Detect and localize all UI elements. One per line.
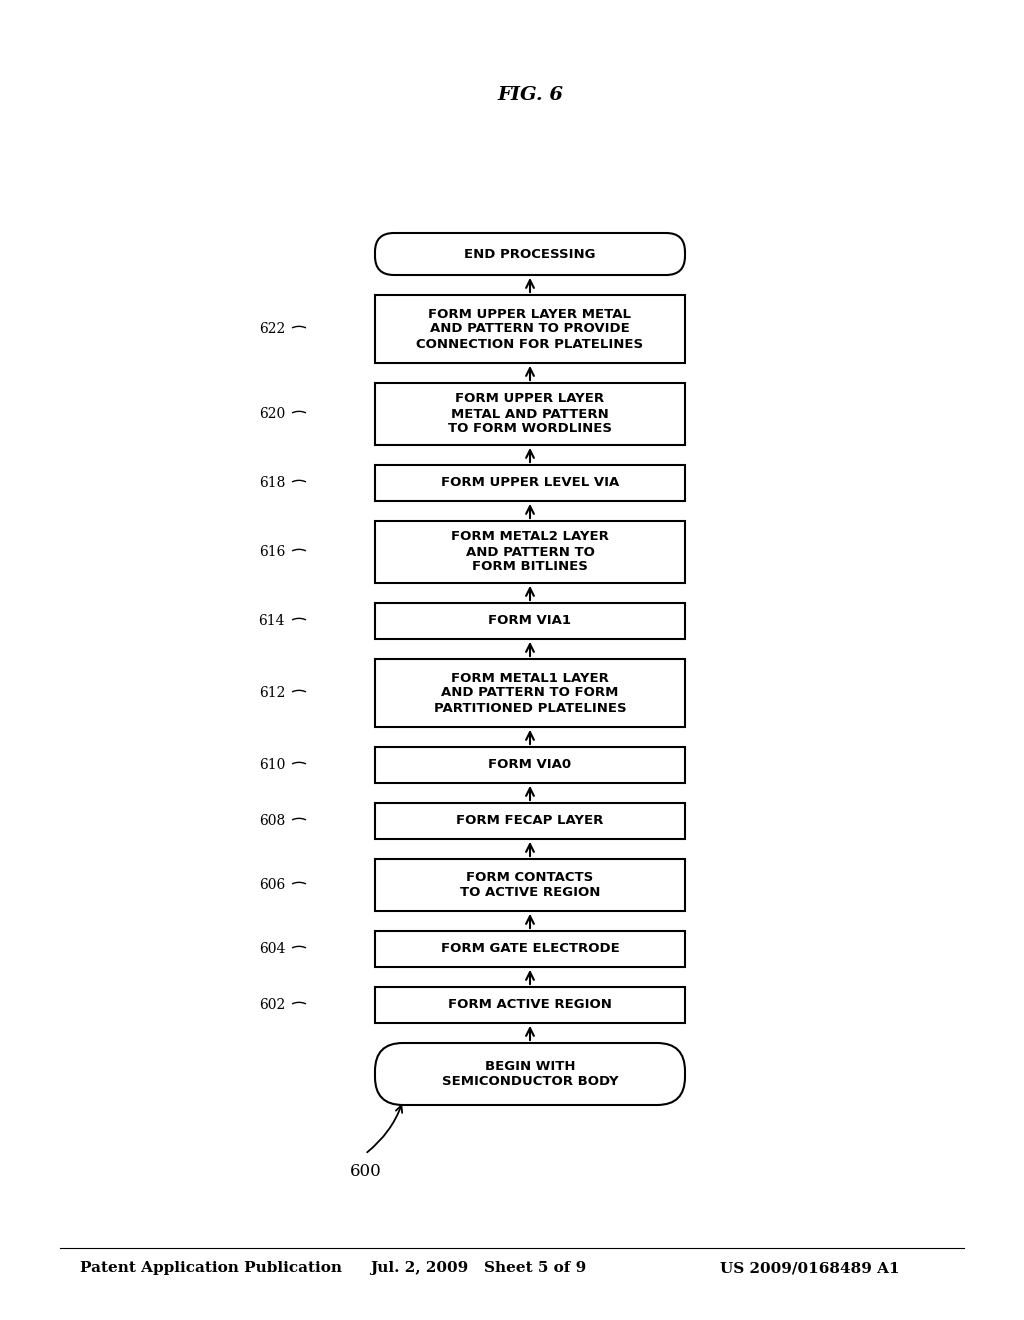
Text: FORM UPPER LAYER
METAL AND PATTERN
TO FORM WORDLINES: FORM UPPER LAYER METAL AND PATTERN TO FO… [449,392,612,436]
Text: FIG. 6: FIG. 6 [497,86,563,104]
Text: END PROCESSING: END PROCESSING [464,248,596,260]
Bar [375,931,685,968]
Bar [375,465,685,502]
Text: FORM ACTIVE REGION: FORM ACTIVE REGION [449,998,612,1011]
Text: FORM VIA1: FORM VIA1 [488,615,571,627]
Text: FORM UPPER LEVEL VIA: FORM UPPER LEVEL VIA [441,477,620,490]
Bar [375,383,685,445]
Text: 620: 620 [259,407,285,421]
Text: FORM CONTACTS
TO ACTIVE REGION: FORM CONTACTS TO ACTIVE REGION [460,871,600,899]
Text: FORM FECAP LAYER: FORM FECAP LAYER [457,814,604,828]
Text: 604: 604 [259,942,285,956]
Bar [375,987,685,1023]
Text: US 2009/0168489 A1: US 2009/0168489 A1 [720,1261,900,1275]
Text: 622: 622 [259,322,285,337]
Text: 610: 610 [259,758,285,772]
Text: 612: 612 [259,686,285,700]
Bar [375,859,685,911]
FancyBboxPatch shape [375,1043,685,1105]
Text: 602: 602 [259,998,285,1012]
Text: FORM METAL2 LAYER
AND PATTERN TO
FORM BITLINES: FORM METAL2 LAYER AND PATTERN TO FORM BI… [451,531,609,573]
FancyBboxPatch shape [375,234,685,275]
Bar [375,521,685,583]
Text: FORM GATE ELECTRODE: FORM GATE ELECTRODE [440,942,620,956]
Bar [375,803,685,840]
Text: 616: 616 [259,545,285,558]
Text: 600: 600 [350,1163,382,1180]
Bar [375,747,685,783]
Text: 614: 614 [258,614,285,628]
Text: BEGIN WITH
SEMICONDUCTOR BODY: BEGIN WITH SEMICONDUCTOR BODY [441,1060,618,1088]
Bar [375,603,685,639]
Bar [375,294,685,363]
Bar [375,659,685,727]
Text: FORM METAL1 LAYER
AND PATTERN TO FORM
PARTITIONED PLATELINES: FORM METAL1 LAYER AND PATTERN TO FORM PA… [434,672,627,714]
Text: Patent Application Publication: Patent Application Publication [80,1261,342,1275]
Text: FORM VIA0: FORM VIA0 [488,759,571,771]
Text: 618: 618 [259,477,285,490]
Text: 606: 606 [259,878,285,892]
Text: FORM UPPER LAYER METAL
AND PATTERN TO PROVIDE
CONNECTION FOR PLATELINES: FORM UPPER LAYER METAL AND PATTERN TO PR… [417,308,643,351]
Text: Jul. 2, 2009   Sheet 5 of 9: Jul. 2, 2009 Sheet 5 of 9 [370,1261,587,1275]
Text: 608: 608 [259,814,285,828]
